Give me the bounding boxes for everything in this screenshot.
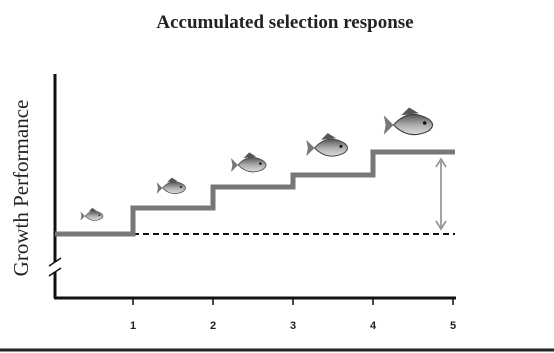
x-tick-label: 5 — [450, 320, 456, 332]
fish-icon — [306, 133, 347, 156]
fish-icon — [157, 178, 186, 194]
y-axis-label: Growth Performance — [9, 100, 33, 277]
fish-icon — [384, 107, 433, 134]
response-arrow — [436, 159, 446, 229]
x-tick-label: 1 — [130, 320, 136, 332]
x-tick-label: 4 — [370, 320, 377, 332]
title: Accumulated selection response — [156, 12, 413, 33]
x-tick-label: 2 — [210, 320, 216, 332]
x-tick-label: 3 — [290, 320, 296, 332]
fish-icon — [81, 208, 104, 221]
diagram: Accumulated selection response Growth Pe… — [0, 0, 554, 353]
fish-icon — [231, 152, 266, 172]
